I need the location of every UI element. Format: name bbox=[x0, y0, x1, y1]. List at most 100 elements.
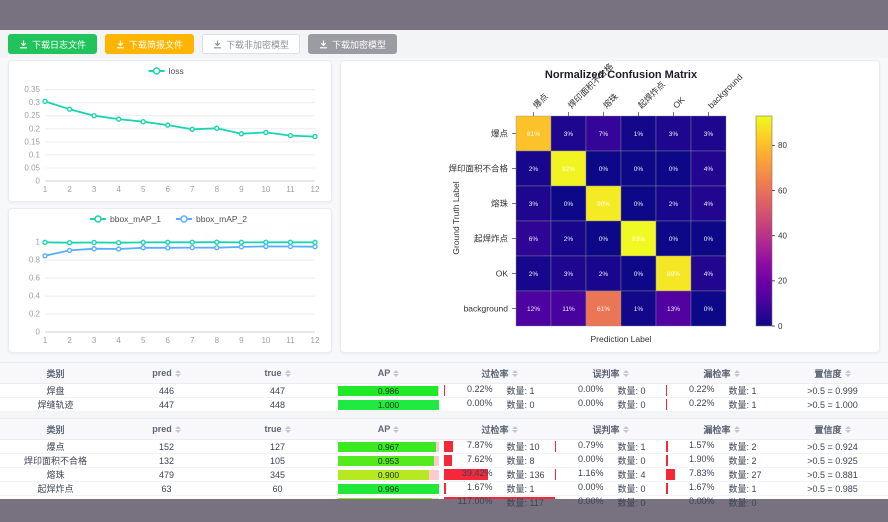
ap-bar-fill bbox=[338, 385, 438, 396]
rate-percent: 0.22% bbox=[688, 384, 715, 394]
rate-percent: 39.42% bbox=[461, 468, 493, 478]
legend-item-bbox_mAP_2[interactable]: bbox_mAP_2 bbox=[176, 214, 247, 224]
col-header-ap[interactable]: AP bbox=[333, 419, 444, 439]
cell-miss-detection-rate: 7.83% 数量: 27 bbox=[666, 468, 777, 481]
matrix-cell-value: 92% bbox=[562, 166, 575, 173]
data-point bbox=[66, 247, 73, 254]
cell-misjudge-rate: 0.00% 数量: 0 bbox=[555, 454, 666, 467]
legend-item-bbox_mAP_1[interactable]: bbox_mAP_1 bbox=[90, 214, 161, 224]
matrix-cell bbox=[655, 150, 692, 187]
ap-value: 0.967 bbox=[377, 441, 400, 452]
data-point bbox=[115, 246, 122, 252]
col-header-ap[interactable]: AP bbox=[333, 363, 444, 383]
button-label: 下载简报文件 bbox=[129, 39, 184, 50]
download-encrypted-model-button[interactable]: 下载加密模型 bbox=[308, 34, 398, 54]
col-header-miss[interactable]: 漏检率 bbox=[666, 363, 777, 383]
y-tick-label: 0.25 bbox=[24, 111, 40, 120]
x-tick-label: 3 bbox=[92, 185, 97, 194]
y-tick-label: 0.35 bbox=[24, 85, 40, 94]
ap-value: 0.953 bbox=[377, 455, 400, 466]
sort-caret-icon bbox=[393, 425, 400, 433]
cell-misjudge-rate: 0.00% 数量: 0 bbox=[555, 482, 666, 495]
data-point bbox=[42, 239, 48, 246]
col-header-true[interactable]: true bbox=[222, 419, 333, 439]
data-point bbox=[312, 133, 318, 140]
data-point bbox=[91, 239, 97, 246]
data-point bbox=[287, 132, 294, 139]
cell-miss-detection-rate: 0.22% 数量: 1 bbox=[666, 384, 777, 397]
matrix-cell-value: 7% bbox=[599, 131, 609, 138]
cell-misjudge-rate: 0.00% 数量: 0 bbox=[555, 496, 666, 509]
col-header-over[interactable]: 过检率 bbox=[444, 419, 555, 439]
matrix-cell-value: 2% bbox=[529, 166, 539, 173]
y-tick-label: 0.2 bbox=[29, 124, 41, 133]
sort-caret-icon bbox=[622, 369, 629, 377]
col-header-pred[interactable]: pred bbox=[111, 363, 222, 383]
cell-true: 127 bbox=[269, 441, 286, 452]
y-tick-label: 0.8 bbox=[29, 256, 41, 265]
sort-caret-icon bbox=[511, 369, 518, 377]
cell-label: 熔珠 bbox=[46, 470, 65, 480]
matrix-cell-value: 0% bbox=[669, 236, 679, 243]
col-header-miss[interactable]: 漏检率 bbox=[666, 419, 777, 439]
col-header-mis[interactable]: 误判率 bbox=[555, 419, 666, 439]
rate-count: 数量: 1 bbox=[728, 386, 757, 396]
matrix-cell-value: 1% bbox=[634, 131, 644, 138]
data-point bbox=[42, 98, 48, 105]
colorbar bbox=[755, 115, 773, 327]
matrix-cell-value: 3% bbox=[564, 131, 574, 138]
cell-misjudge-rate: 0.00% 数量: 0 bbox=[555, 398, 666, 411]
download-report-button[interactable]: 下载简报文件 bbox=[105, 34, 195, 54]
rate-count: 数量: 1 bbox=[506, 484, 535, 494]
cell-ap: 0.986 bbox=[333, 384, 444, 397]
matrix-cell bbox=[620, 150, 657, 187]
cell-true: 448 bbox=[269, 399, 286, 410]
rate-count: 数量: 1 bbox=[617, 442, 646, 452]
col-header-mis[interactable]: 误判率 bbox=[555, 363, 666, 383]
rate-count: 数量: 136 bbox=[506, 470, 545, 480]
matrix-cell-value: 12% bbox=[527, 306, 540, 313]
col-header-true[interactable]: true bbox=[222, 363, 333, 383]
matrix-cell bbox=[690, 150, 727, 187]
download-log-button[interactable]: 下载日志文件 bbox=[8, 34, 98, 54]
x-tick-label: 10 bbox=[261, 336, 270, 345]
download-icon bbox=[213, 39, 222, 48]
matrix-row-label: 起焊炸点 bbox=[474, 234, 509, 244]
legend-item-loss[interactable]: loss bbox=[148, 66, 184, 76]
y-tick-label: 0.6 bbox=[29, 274, 41, 283]
col-header-pred[interactable]: pred bbox=[111, 419, 222, 439]
matrix-cell-value: 0% bbox=[669, 166, 679, 173]
matrix-row-label: background bbox=[464, 304, 509, 314]
x-tick-label: 8 bbox=[215, 185, 220, 194]
cell-ap: 0.967 bbox=[333, 440, 444, 453]
loss-chart: 00.050.10.150.20.250.30.351 2 3 4 5 6 7 8 9 10 11 1… bbox=[24, 66, 320, 194]
matrix-cell-value: 2% bbox=[669, 201, 679, 208]
x-tick-label: 1 bbox=[43, 336, 48, 345]
rate-percent: 1.67% bbox=[688, 482, 715, 492]
matrix-cell-value: 3% bbox=[704, 131, 714, 138]
col-header-over[interactable]: 过检率 bbox=[444, 363, 555, 383]
y-tick-label: 0.1 bbox=[29, 150, 41, 159]
col-header-conf[interactable]: 置信度 bbox=[777, 419, 888, 439]
data-point bbox=[66, 106, 73, 112]
data-point bbox=[66, 240, 73, 246]
matrix-cell bbox=[620, 185, 657, 222]
matrix-col-label: background bbox=[706, 72, 745, 111]
col-header-conf[interactable]: 置信度 bbox=[777, 363, 888, 383]
download-unencrypted-model-button[interactable]: 下载非加密模型 bbox=[202, 34, 301, 54]
cell-misjudge-rate: 1.16% 数量: 4 bbox=[555, 468, 666, 481]
col-header-label: pred bbox=[152, 424, 172, 434]
matrix-cell bbox=[550, 220, 587, 257]
cell-true: 105 bbox=[269, 455, 286, 466]
rate-percent: 1.90% bbox=[688, 454, 715, 464]
ap-bar-fill bbox=[338, 441, 436, 452]
col-header-label: 置信度 bbox=[814, 424, 842, 435]
ap-bar-track: 1.000 bbox=[338, 399, 439, 410]
x-tick-label: 5 bbox=[141, 185, 146, 194]
table-header-row: 类别 pred true AP 过检率 误判率 漏检率 置信度 bbox=[0, 362, 888, 384]
matrix-cell bbox=[690, 290, 727, 327]
matrix-cell bbox=[620, 290, 657, 327]
matrix-cell-value: 0% bbox=[599, 166, 609, 173]
sort-caret-icon bbox=[174, 369, 181, 377]
